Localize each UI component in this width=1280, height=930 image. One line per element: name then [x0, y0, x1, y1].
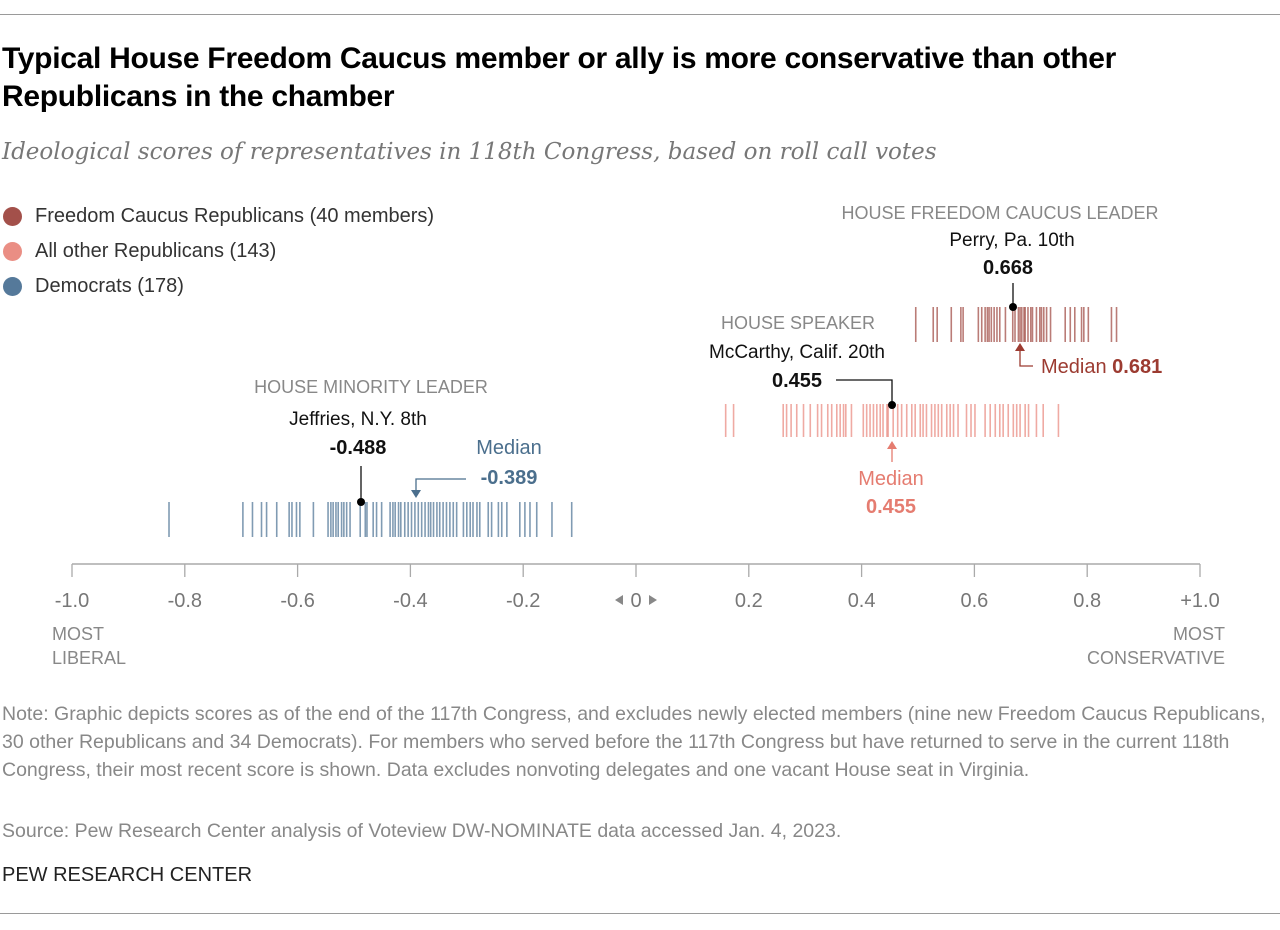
speaker-dot: [888, 401, 896, 409]
legend-item-democrats: Democrats (178): [3, 275, 184, 298]
fc-leader-role: HOUSE FREEDOM CAUCUS LEADER: [841, 203, 1158, 223]
speaker-role: HOUSE SPEAKER: [721, 313, 875, 333]
speaker-value: 0.455: [772, 370, 822, 392]
x-tick-label: 0.4: [848, 590, 876, 612]
dem-median-arrow-icon: [415, 478, 466, 491]
rep-median-label: Median: [858, 468, 924, 490]
x-tick-label: -1.0: [55, 590, 89, 612]
fc-median-value: 0.681: [1112, 356, 1162, 378]
minority-leader-value: -0.488: [330, 437, 387, 459]
minority-leader-role: HOUSE MINORITY LEADER: [254, 377, 488, 397]
legend-swatch-icon: [3, 207, 22, 226]
x-tick-label: -0.6: [280, 590, 314, 612]
series-2: [168, 502, 573, 537]
chart-subtitle: Ideological scores of representatives in…: [2, 139, 937, 165]
brand-logo-text: PEW RESEARCH CENTER: [2, 864, 253, 886]
rep-median-value: 0.455: [866, 496, 916, 518]
x-tick-label: -0.8: [168, 590, 202, 612]
fc-median-arrow-icon: [1019, 348, 1033, 367]
chart-note: Note: Graphic depicts scores as of the e…: [2, 703, 1266, 781]
top-rule: [0, 14, 1280, 15]
dem-median-value: -0.389: [481, 467, 538, 489]
x-tick-label: 0.8: [1073, 590, 1101, 612]
series-1: [724, 404, 1060, 437]
x-tick-label: +1.0: [1180, 590, 1219, 612]
x-tick-label: 0.6: [960, 590, 988, 612]
speaker-leader-line: [836, 379, 893, 405]
strip-chart: -1.0 -0.8 -0.6 -0.4 -0.2 0 0.2 0.4 0.6 0.8 +1.0 MO…: [52, 203, 1225, 668]
fc-leader-name: Perry, Pa. 10th: [949, 230, 1074, 251]
right-arrow-icon: [649, 595, 657, 605]
axis-left-label-1: MOST: [52, 624, 104, 644]
fc-leader-value: 0.668: [983, 257, 1033, 279]
rep-median-arrowhead: [887, 441, 897, 449]
legend-swatch-icon: [3, 242, 22, 261]
dem-median-label: Median: [476, 437, 542, 459]
x-tick-label: -0.2: [506, 590, 540, 612]
strips: [168, 307, 1118, 537]
legend-swatch-icon: [3, 277, 22, 296]
bottom-rule: [0, 913, 1280, 914]
x-ticks: -1.0 -0.8 -0.6 -0.4 -0.2 0 0.2 0.4 0.6 0.8 +1.0: [55, 564, 1220, 612]
axis-right-label-1: MOST: [1173, 624, 1225, 644]
fc-leader-dot: [1009, 303, 1017, 311]
minority-leader-dot: [357, 498, 365, 506]
series-0: [914, 307, 1118, 342]
chart-source: Source: Pew Research Center analysis of …: [2, 820, 842, 842]
legend-label: Freedom Caucus Republicans (40 members): [35, 205, 435, 227]
legend-label: All other Republicans (143): [35, 240, 277, 262]
left-arrow-icon: [615, 595, 623, 605]
x-tick-label: -0.4: [393, 590, 427, 612]
axis-left-label-2: LIBERAL: [52, 648, 126, 668]
minority-leader-name: Jeffries, N.Y. 8th: [289, 409, 427, 430]
speaker-name: McCarthy, Calif. 20th: [709, 342, 885, 363]
axis-right-label-2: CONSERVATIVE: [1087, 648, 1225, 668]
legend-label: Democrats (178): [35, 275, 184, 297]
legend-item-freedom-caucus: Freedom Caucus Republicans (40 members): [3, 205, 434, 228]
legend-item-other-republicans: All other Republicans (143): [3, 240, 276, 263]
fc-median-label: Median 0.681: [1041, 356, 1162, 378]
chart-title: Typical House Freedom Caucus member or a…: [2, 42, 1116, 113]
dem-median-arrowhead: [411, 490, 421, 498]
x-tick-label: 0: [630, 590, 641, 612]
x-tick-label: 0.2: [735, 590, 763, 612]
fc-median-arrowhead: [1015, 343, 1025, 351]
